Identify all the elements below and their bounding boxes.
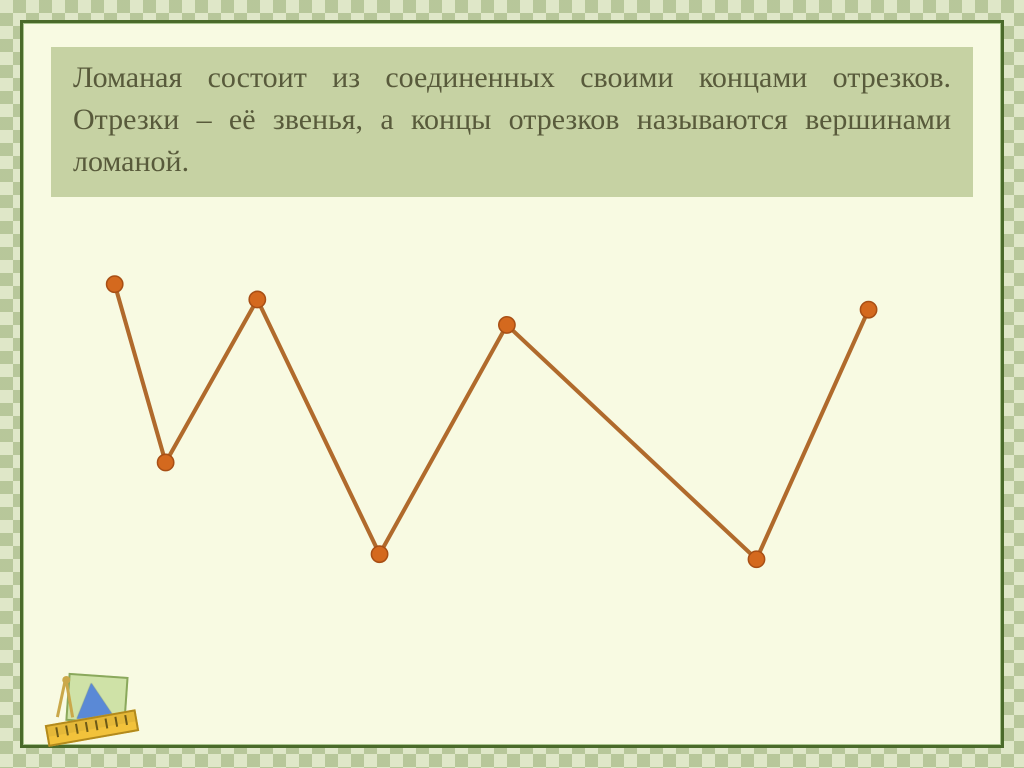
polyline-vertex <box>249 291 265 307</box>
polyline-vertex <box>371 546 387 562</box>
polyline-vertex <box>157 454 173 470</box>
math-tools-icon <box>37 653 150 747</box>
slide-frame: Ломаная состоит из соединенных своими ко… <box>0 0 1024 768</box>
polyline-path <box>115 284 869 559</box>
polyline-svg <box>23 197 1001 677</box>
definition-text: Ломаная состоит из соединенных своими ко… <box>73 61 951 178</box>
polyline-vertex <box>499 317 515 333</box>
slide-panel: Ломаная состоит из соединенных своими ко… <box>20 20 1004 748</box>
definition-box: Ломаная состоит из соединенных своими ко… <box>51 47 973 197</box>
polyline-vertex <box>107 276 123 292</box>
polyline-vertex <box>748 551 764 567</box>
polyline-diagram <box>23 197 1001 677</box>
polyline-vertex <box>860 302 876 318</box>
